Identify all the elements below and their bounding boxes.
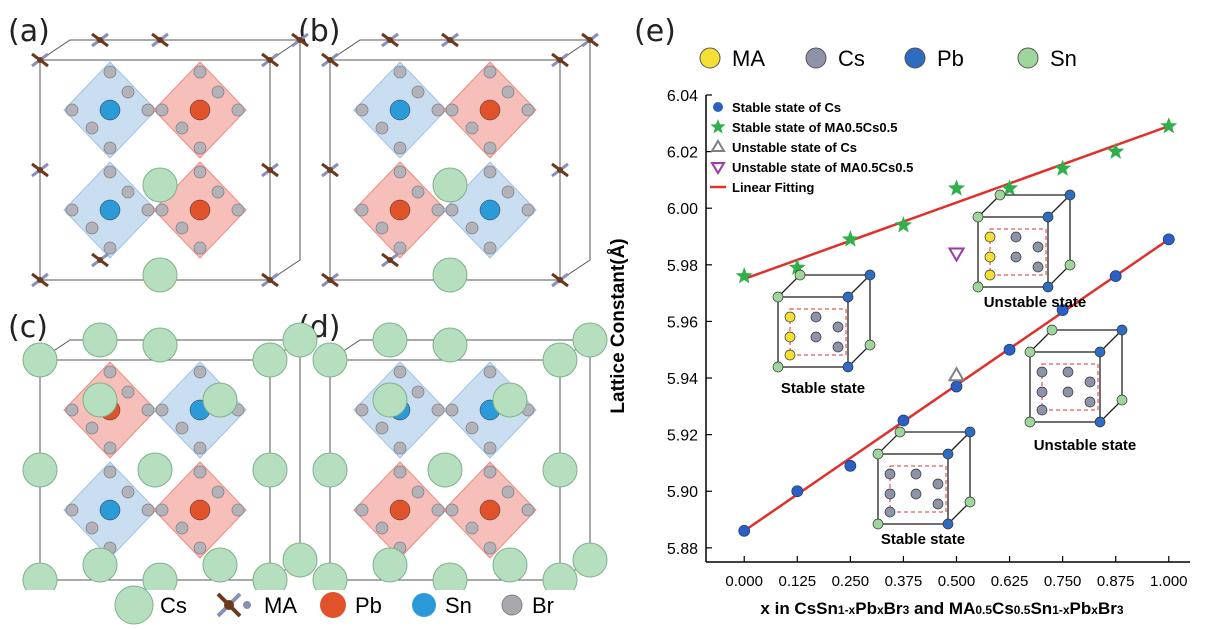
chart-legend-item: Stable state of Cs xyxy=(713,100,841,115)
x-tick-label: 0.875 xyxy=(1097,573,1135,590)
x-tick-label: 0.500 xyxy=(938,573,976,590)
atom-legend-label: Sn xyxy=(1050,46,1077,71)
chart-legend-label: Stable state of MA0.5Cs0.5 xyxy=(732,120,897,135)
legend-cs: Cs xyxy=(114,585,187,625)
y-tick-label: 5.88 xyxy=(667,541,698,558)
atom-legend-label: MA xyxy=(732,46,765,71)
x-tick-label: 0.000 xyxy=(725,573,763,590)
cs-stable-point xyxy=(1056,304,1069,317)
chart-legend-item: Stable state of MA0.5Cs0.5 xyxy=(710,119,897,135)
legend-sn-label: Sn xyxy=(445,593,472,618)
inset-label: Unstable state xyxy=(1034,437,1137,454)
ma-cs-stable-point xyxy=(735,267,753,284)
ma-cs-stable-point xyxy=(894,216,912,233)
chart-legend: Stable state of Cs Stable state of MA0.5C… xyxy=(710,100,913,195)
panel-a-label: (a) xyxy=(8,14,50,49)
structure-b xyxy=(321,32,599,293)
legend-br-label: Br xyxy=(532,593,554,618)
cs-stable-point xyxy=(791,485,804,498)
ma-cs-stable-point xyxy=(1107,142,1125,159)
lattice-constant-chart: MA Cs Pb Sn 5.88 5.90 5.92 5.94 5.96 5.98 6.00 6.0… xyxy=(608,46,1190,618)
x-tick-label: 0.375 xyxy=(885,573,923,590)
legend-pb-label: Pb xyxy=(355,593,382,618)
x-tick-label: 0.125 xyxy=(779,573,817,590)
legend-ma: MA xyxy=(216,592,297,618)
structure-legend: Cs MA Pb Sn Br xyxy=(114,585,554,625)
panel-e-label: (e) xyxy=(634,14,676,49)
cs-stable-point xyxy=(1162,233,1175,246)
chart-legend-label: Unstable state of Cs xyxy=(732,140,857,155)
crystal-structures xyxy=(22,32,608,590)
chart-legend-item: Unstable state of Cs xyxy=(710,139,857,155)
lattice-insets: Stable state Unstable state Unstable state… xyxy=(772,189,1137,548)
y-tick-label: 6.00 xyxy=(667,201,698,218)
inset-label: Unstable state xyxy=(984,294,1087,311)
atom-legend-label: Cs xyxy=(838,46,865,71)
panel-c-label: (c) xyxy=(8,310,48,345)
atom-legend-sn: Sn xyxy=(1017,46,1077,71)
inset-stable-ma: Stable state xyxy=(772,269,876,397)
legend-sn: Sn xyxy=(412,593,472,618)
ma-cs-unstable-point xyxy=(947,247,966,263)
structure-a xyxy=(31,32,309,293)
atom-legend-ma: MA xyxy=(699,46,765,71)
x-tick-label: 0.250 xyxy=(832,573,870,590)
structure-d xyxy=(312,322,608,590)
cs-stable-point xyxy=(897,414,910,427)
inset-unstable-ma: Unstable state xyxy=(972,189,1087,311)
inset-label: Stable state xyxy=(881,531,965,548)
inset-unstable-cs: Unstable state xyxy=(1024,324,1137,454)
chart-legend-label: Stable state of Cs xyxy=(732,100,841,115)
legend-br: Br xyxy=(501,593,554,618)
ma-cs-stable-point xyxy=(788,258,806,275)
ma-cs-stable-point xyxy=(947,179,966,196)
ma-cs-stable-point xyxy=(1054,159,1072,176)
cs-stable-point xyxy=(950,380,963,393)
inset-stable-cs: Stable state xyxy=(872,426,976,548)
y-tick-label: 5.96 xyxy=(667,314,698,331)
chart-legend-item: Unstable state of MA0.5Cs0.5 xyxy=(710,160,913,175)
y-tick-label: 5.92 xyxy=(667,428,698,445)
ma-cs-stable-point xyxy=(1160,117,1178,134)
y-tick-label: 5.94 xyxy=(667,371,698,388)
inset-label: Stable state xyxy=(781,380,865,397)
legend-pb: Pb xyxy=(320,592,382,618)
cs-unstable-point xyxy=(947,366,966,382)
y-tick-label: 5.98 xyxy=(667,258,698,275)
x-tick-label: 0.625 xyxy=(991,573,1029,590)
chart-axes: 5.88 5.90 5.92 5.94 5.96 5.98 6.00 6.02 6.04 0.00… xyxy=(667,88,1190,590)
x-tick-label: 0.750 xyxy=(1044,573,1082,590)
y-tick-label: 6.04 xyxy=(667,88,698,105)
legend-ma-label: MA xyxy=(264,593,297,618)
cs-stable-point xyxy=(1109,270,1122,283)
x-tick-label: 1.000 xyxy=(1150,573,1188,590)
structure-c xyxy=(22,322,318,590)
ma-cs-stable-point xyxy=(1001,179,1019,196)
atom-legend-cs: Cs xyxy=(805,46,865,71)
y-tick-label: 5.90 xyxy=(667,484,698,501)
legend-cs-label: Cs xyxy=(160,593,187,618)
chart-legend-label: Linear Fitting xyxy=(732,180,814,195)
atom-legend-pb: Pb xyxy=(904,46,964,71)
cs-stable-point xyxy=(1003,343,1016,356)
x-axis-label: x in CsSn1-xPbxBr3 and MA0.5Cs0.5Sn1-xPb… xyxy=(760,599,1123,618)
chart-legend-label: Unstable state of MA0.5Cs0.5 xyxy=(732,160,913,175)
chart-series xyxy=(735,117,1178,537)
y-axis-label: Lattice Constant(Å) xyxy=(608,238,629,413)
atom-legend: MA Cs Pb Sn xyxy=(699,46,1077,71)
ma-cs-stable-point xyxy=(841,230,859,247)
atom-legend-label: Pb xyxy=(937,46,964,71)
y-tick-label: 6.02 xyxy=(667,145,698,162)
cs-stable-point xyxy=(738,524,751,537)
linear-fit-line-2 xyxy=(743,124,1170,281)
chart-legend-item: Linear Fitting xyxy=(710,180,814,195)
cs-stable-point xyxy=(844,459,857,472)
